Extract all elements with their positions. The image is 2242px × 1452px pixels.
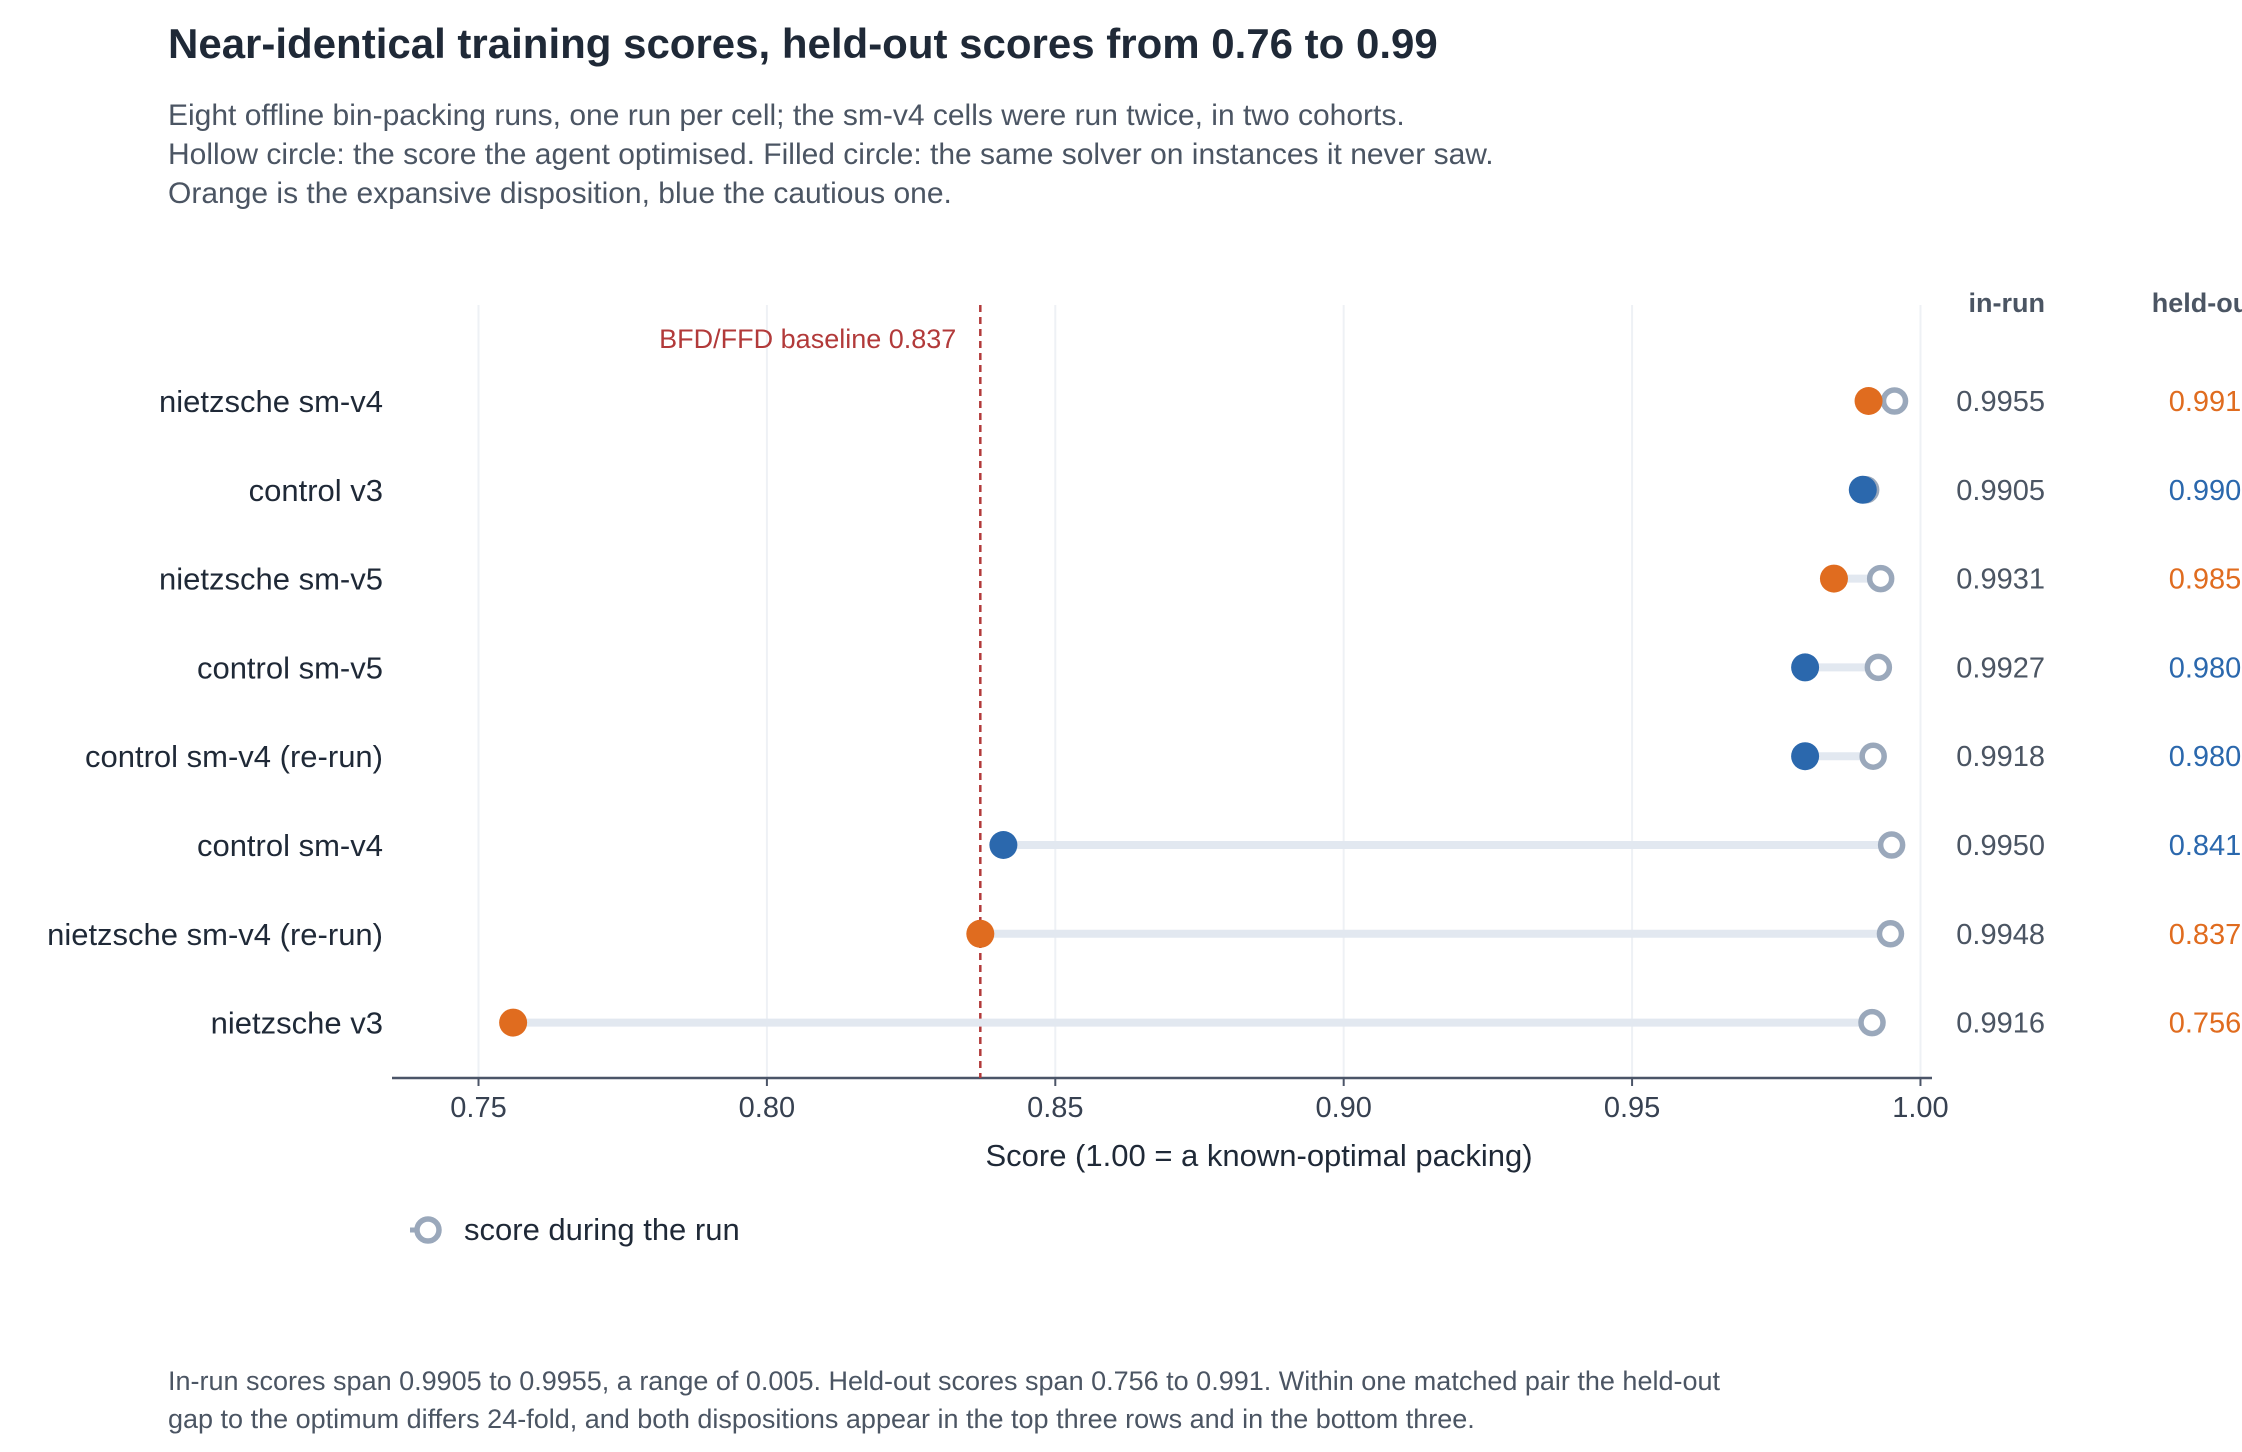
x-axis-label: Score (1.00 = a known-optimal packing) — [985, 1138, 1532, 1173]
held-out-marker — [1791, 653, 1820, 682]
x-tick-label: 1.00 — [1892, 1092, 1948, 1124]
column-header-in-run: in-run — [1969, 288, 2045, 318]
held-out-value: 0.985 — [2169, 564, 2242, 596]
held-out-marker — [499, 1008, 528, 1037]
in-run-marker — [1877, 831, 1906, 859]
in-run-value: 0.9905 — [1956, 475, 2045, 507]
in-run-value: 0.9918 — [1956, 741, 2045, 773]
chart-legend: score during the run — [408, 1210, 740, 1250]
x-tick-label: 0.85 — [1027, 1092, 1083, 1124]
row-label: nietzsche v3 — [211, 1006, 383, 1041]
in-run-marker — [1858, 1008, 1886, 1037]
held-out-value: 0.980 — [2169, 741, 2242, 773]
in-run-value: 0.9927 — [1956, 652, 2045, 684]
row-label: nietzsche sm-v4 — [159, 384, 383, 419]
in-run-value: 0.9955 — [1956, 386, 2045, 418]
row-label: control sm-v4 — [197, 828, 383, 863]
x-tick-label: 0.75 — [450, 1092, 506, 1124]
row-label: control v3 — [249, 473, 383, 508]
legend-in-run-label: score during the run — [464, 1212, 740, 1247]
x-tick-label: 0.80 — [739, 1092, 795, 1124]
chart-footnote: In-run scores span 0.9905 to 0.9955, a r… — [168, 1362, 1720, 1438]
in-run-marker — [1866, 564, 1895, 593]
held-out-marker — [966, 919, 995, 948]
in-run-marker — [1864, 653, 1893, 682]
in-run-value: 0.9950 — [1956, 830, 2045, 862]
held-out-value: 0.990 — [2169, 475, 2242, 507]
x-tick-label: 0.95 — [1604, 1092, 1660, 1124]
held-out-marker — [1854, 387, 1883, 415]
subtitle-line: Orange is the expansive disposition, blu… — [168, 177, 952, 210]
row-label: nietzsche sm-v5 — [159, 562, 383, 597]
baseline-label: BFD/FFD baseline 0.837 — [659, 324, 956, 354]
subtitle-line: Hollow circle: the score the agent optim… — [168, 138, 1494, 171]
footnote-line: gap to the optimum differs 24-fold, and … — [168, 1404, 1475, 1434]
in-run-value: 0.9916 — [1956, 1008, 2045, 1040]
chart-subtitle: Eight offline bin-packing runs, one run … — [168, 96, 1494, 213]
footnote-line: In-run scores span 0.9905 to 0.9955, a r… — [168, 1366, 1720, 1396]
held-out-marker — [989, 831, 1018, 859]
held-out-marker — [1848, 475, 1877, 504]
in-run-value: 0.9948 — [1956, 919, 2045, 951]
held-out-value: 0.837 — [2169, 919, 2242, 951]
legend-in-run-marker — [410, 1216, 442, 1244]
held-out-value: 0.756 — [2169, 1008, 2242, 1040]
held-out-marker — [1819, 564, 1848, 593]
held-out-value: 0.980 — [2169, 652, 2242, 684]
row-label: control sm-v5 — [197, 650, 383, 685]
in-run-marker — [1859, 742, 1887, 770]
held-out-value: 0.991 — [2169, 386, 2242, 418]
x-tick-label: 0.90 — [1315, 1092, 1371, 1124]
in-run-value: 0.9931 — [1956, 564, 2045, 596]
column-header-held-out: held-out — [2152, 288, 2242, 318]
row-label: nietzsche sm-v4 (re-run) — [47, 917, 383, 952]
held-out-marker — [1791, 742, 1820, 771]
subtitle-line: Eight offline bin-packing runs, one run … — [168, 99, 1405, 132]
in-run-marker — [1880, 387, 1909, 415]
held-out-value: 0.841 — [2169, 830, 2242, 862]
in-run-marker — [1876, 920, 1905, 948]
row-label: control sm-v4 (re-run) — [85, 739, 383, 774]
chart-title: Near-identical training scores, held-out… — [168, 20, 1438, 67]
